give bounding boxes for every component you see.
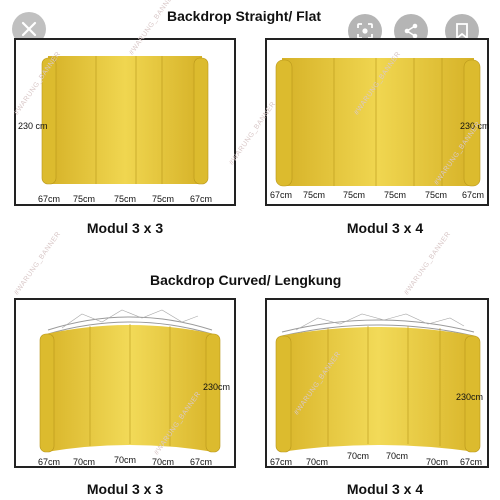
- curved-3x4-width-3: 70cm: [386, 451, 409, 461]
- straight-3x3-label: Modul 3 x 3: [86, 220, 164, 236]
- curved-3x3-backdrop: [39, 309, 221, 453]
- curved-3x3-width-0: 67cm: [38, 457, 61, 467]
- straight-3x4-width-4: 75cm: [425, 190, 448, 200]
- curved-3x4-label: Modul 3 x 4: [346, 481, 424, 497]
- curved-3x3-height: 230cm: [203, 382, 231, 392]
- straight-3x4-height: 230 cm: [460, 121, 490, 131]
- curved-3x3-width-2: 70cm: [114, 455, 137, 465]
- watermark: #WARUNG_BANNER: [13, 230, 63, 297]
- curved-3x3-width-1: 70cm: [73, 457, 96, 467]
- curved-3x4-width-5: 67cm: [460, 457, 483, 467]
- straight-3x4-width-3: 75cm: [384, 190, 407, 200]
- straight-3x4-width-1: 75cm: [303, 190, 326, 200]
- curved-3x4-width-1: 70cm: [306, 457, 329, 467]
- watermark: #WARUNG_BANNER: [403, 230, 453, 297]
- straight-3x3-backdrop: [41, 56, 209, 185]
- curved-3x4-width-2: 70cm: [347, 451, 370, 461]
- curved-3x4-height: 230cm: [456, 392, 484, 402]
- curved-3x4-width-0: 67cm: [270, 457, 293, 467]
- close-icon: [21, 21, 37, 37]
- share-icon: [404, 23, 418, 39]
- straight-3x4-backdrop: [275, 58, 481, 187]
- straight-section-title: Backdrop Straight/ Flat: [167, 8, 322, 24]
- curved-3x3-width-4: 67cm: [190, 457, 213, 467]
- straight-3x3-width-0: 67cm: [38, 194, 61, 204]
- curved-3x4-width-4: 70cm: [426, 457, 449, 467]
- straight-3x3-width-3: 75cm: [152, 194, 175, 204]
- lens-icon: [357, 23, 373, 39]
- curved-3x4-backdrop: [275, 313, 481, 453]
- straight-3x4-label: Modul 3 x 4: [346, 220, 424, 236]
- straight-3x3-width-2: 75cm: [114, 194, 137, 204]
- curved-3x3-width-3: 70cm: [152, 457, 175, 467]
- curved-3x3-label: Modul 3 x 3: [86, 481, 164, 497]
- straight-3x3-width-4: 67cm: [190, 194, 213, 204]
- curved-section-title: Backdrop Curved/ Lengkung: [150, 272, 342, 288]
- bookmark-icon: [456, 23, 468, 40]
- straight-3x3-width-1: 75cm: [73, 194, 96, 204]
- straight-3x4-width-5: 67cm: [462, 190, 485, 200]
- straight-3x4-width-2: 75cm: [343, 190, 366, 200]
- straight-3x4-width-0: 67cm: [270, 190, 293, 200]
- straight-3x3-height: 230 cm: [18, 121, 48, 131]
